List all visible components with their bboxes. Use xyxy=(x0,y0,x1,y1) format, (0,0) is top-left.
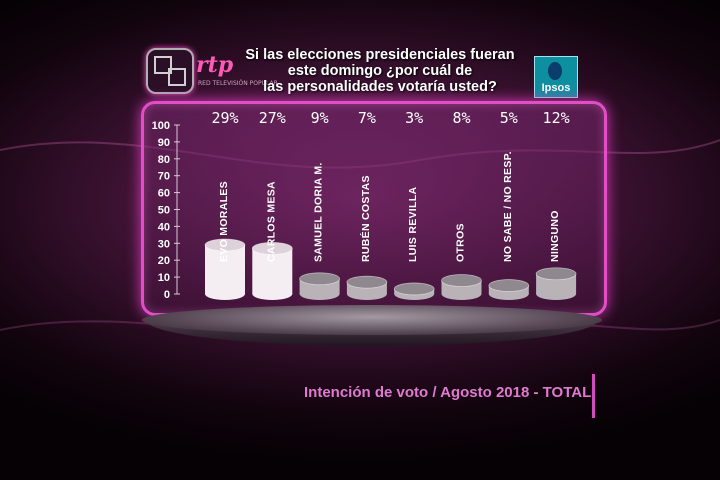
bar xyxy=(252,248,293,294)
y-tick-label: 70 xyxy=(158,171,170,183)
rtp-logo-icon xyxy=(146,48,194,94)
bar-value-label: 8% xyxy=(452,109,470,127)
bar-value-label: 7% xyxy=(358,109,376,127)
bar-category-label: EVO MORALES xyxy=(218,181,230,262)
bar-base xyxy=(299,288,340,300)
brand-logo-text: rtp xyxy=(196,52,234,78)
bar-value-label: 27% xyxy=(259,109,286,127)
subtitle-accent-bar xyxy=(592,374,595,418)
title-line-3: las personalidades votaría usted? xyxy=(263,79,497,95)
bar-category-label: RUBÉN COSTAS xyxy=(359,175,372,262)
bar-top xyxy=(251,241,293,255)
bar-top xyxy=(488,279,530,292)
bar-base xyxy=(252,288,293,300)
bar-category-label: LUIS REVILLA xyxy=(407,187,419,262)
ipsos-label: Ipsos xyxy=(541,82,571,94)
y-tick-label: 40 xyxy=(158,221,170,233)
bar-category-label: NO SABE / NO RESP. xyxy=(502,151,514,262)
bar-value-label: 12% xyxy=(543,109,570,127)
bar-base xyxy=(205,288,245,300)
title-line-2: este domingo ¿por cuál de xyxy=(287,63,473,79)
bar-top xyxy=(299,272,341,286)
title-line-1: Si las elecciones presidenciales fueran xyxy=(245,47,515,63)
bar-category-label: SAMUEL DORIA M. xyxy=(313,162,325,262)
y-tick-label: 100 xyxy=(152,120,170,132)
bar-top xyxy=(535,267,577,281)
bar-base xyxy=(346,288,387,300)
bar-category-label: OTROS xyxy=(455,223,467,262)
chart-title: Si las elecciones presidenciales fueran … xyxy=(232,47,528,95)
y-tick-label: 10 xyxy=(158,272,170,284)
bar-category-label: CARLOS MESA xyxy=(265,181,277,262)
y-tick-label: 90 xyxy=(158,137,170,149)
bar-value-label: 29% xyxy=(211,109,238,127)
bar-top xyxy=(393,282,435,296)
brand-subtitle: RED TELEVISIÓN POPULAR xyxy=(198,80,278,87)
y-tick-label: 20 xyxy=(158,255,170,267)
bar-category-label: NINGUNO xyxy=(549,210,561,262)
ipsos-logo: Ipsos xyxy=(534,56,578,98)
bar xyxy=(205,244,245,294)
bar-top xyxy=(346,275,388,289)
bar-top xyxy=(204,238,246,252)
y-tick-label: 30 xyxy=(158,238,170,250)
chart-subtitle: Intención de voto / Agosto 2018 - TOTAL xyxy=(304,384,592,401)
bar-value-label: 3% xyxy=(405,109,423,127)
bar-base xyxy=(441,288,482,300)
y-tick-label: 60 xyxy=(158,188,170,200)
bar-value-label: 9% xyxy=(311,109,329,127)
y-tick-label: 0 xyxy=(164,289,170,301)
ipsos-mark-icon xyxy=(548,62,562,80)
y-tick-label: 50 xyxy=(158,205,170,217)
y-tick-label: 80 xyxy=(158,154,170,166)
bar-value-label: 5% xyxy=(500,109,518,127)
bar-top xyxy=(441,274,482,287)
pedestal-top xyxy=(142,305,602,335)
bar-base xyxy=(536,288,577,300)
